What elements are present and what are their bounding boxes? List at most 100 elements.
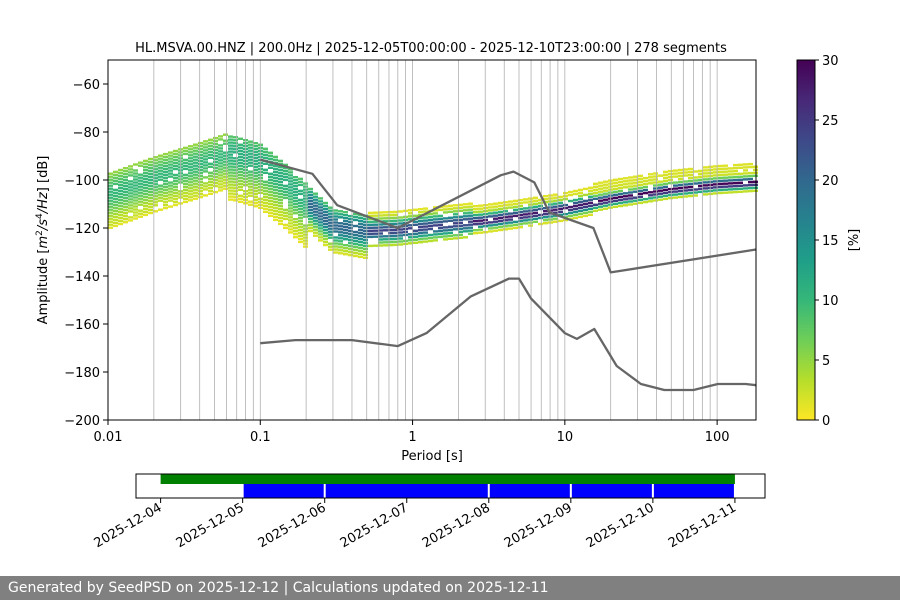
psd-density-cell <box>488 203 493 206</box>
psd-density-cell <box>158 172 163 175</box>
psd-density-cell <box>653 175 658 178</box>
psd-density-cell <box>578 200 583 204</box>
psd-density-cell <box>453 204 458 207</box>
psd-density-cell <box>463 236 468 239</box>
psd-density-cell <box>228 168 233 171</box>
psd-density-cell <box>263 171 268 174</box>
psd-density-cell <box>678 174 683 178</box>
psd-density-cell <box>348 226 353 230</box>
psd-density-cell <box>313 192 318 195</box>
psd-density-cell <box>113 179 118 183</box>
psd-density-cell <box>728 173 733 176</box>
psd-density-cell <box>148 205 153 209</box>
psd-density-cell <box>158 166 163 169</box>
psd-density-cell <box>293 209 298 212</box>
psd-density-cell <box>158 157 163 160</box>
psd-density-cell <box>693 170 698 173</box>
psd-density-cell <box>148 160 153 164</box>
psd-density-cell <box>333 224 338 227</box>
colorbar-gradient <box>797 60 815 420</box>
colorbar-tick-label: 5 <box>822 354 830 369</box>
psd-density-cell <box>153 195 158 198</box>
psd-density-cell <box>673 172 678 175</box>
psd-density-cell <box>158 154 163 157</box>
psd-density-cell <box>353 239 358 243</box>
psd-density-cell <box>223 151 228 154</box>
psd-density-cell <box>133 202 138 205</box>
psd-density-cell <box>283 172 288 176</box>
psd-density-cell <box>613 205 618 208</box>
psd-density-cell <box>678 180 683 184</box>
psd-density-cell <box>633 199 638 202</box>
psd-density-cell <box>513 205 518 209</box>
psd-density-cell <box>338 234 343 237</box>
psd-density-cell <box>518 205 523 208</box>
psd-density-cell <box>203 167 208 170</box>
high-noise-model-line <box>259 158 757 274</box>
psd-density-cell <box>508 215 513 218</box>
psd-density-cell <box>273 170 278 174</box>
psd-density-cell <box>203 149 208 152</box>
psd-density-cell <box>668 181 673 185</box>
psd-density-cell <box>408 227 413 230</box>
psd-density-cell <box>288 168 293 171</box>
psd-density-cell <box>133 199 138 202</box>
psd-density-cell <box>693 176 698 179</box>
psd-density-cell <box>218 171 223 174</box>
psd-density-cell <box>343 244 348 247</box>
psd-density-cell <box>563 191 568 195</box>
psd-density-cell <box>393 216 398 220</box>
psd-density-cell <box>333 209 338 212</box>
psd-density-cell <box>688 188 693 192</box>
psd-density-cell <box>618 186 623 190</box>
psd-density-cell <box>313 204 318 207</box>
psd-density-cell <box>633 184 638 187</box>
psd-density-cell <box>233 157 238 160</box>
psd-density-cell <box>733 187 738 191</box>
psd-density-cell <box>188 145 193 148</box>
psd-density-cell <box>443 220 448 223</box>
psd-density-cell <box>113 212 118 216</box>
psd-density-cell <box>213 148 218 152</box>
psd-density-cell <box>318 206 323 209</box>
psd-density-cell <box>393 222 398 226</box>
psd-density-cell <box>663 170 668 174</box>
psd-density-cell <box>388 216 393 220</box>
psd-density-cell <box>203 182 208 185</box>
y-tick-label: −60 <box>73 78 100 93</box>
psd-density-cell <box>138 176 143 179</box>
psd-density-cell <box>568 193 573 197</box>
psd-density-cell <box>488 230 493 233</box>
psd-density-cell <box>498 201 503 205</box>
psd-density-cell <box>358 249 363 253</box>
psd-density-cell <box>183 164 188 168</box>
psd-density-cell <box>208 180 213 183</box>
psd-density-cell <box>273 182 278 186</box>
psd-density-cell <box>363 241 368 244</box>
psd-density-cell <box>463 215 468 218</box>
psd-density-cell <box>378 223 383 226</box>
psd-density-cell <box>183 191 188 195</box>
psd-density-cell <box>643 179 648 183</box>
timeline-tick-label: 2025-12-04 <box>92 500 165 551</box>
psd-density-cell <box>118 168 123 172</box>
psd-density-cell <box>598 184 603 187</box>
psd-density-cell <box>648 194 653 197</box>
psd-density-cell <box>413 220 418 223</box>
psd-density-cell <box>228 153 233 156</box>
psd-density-cell <box>513 214 518 218</box>
psd-density-cell <box>253 163 258 166</box>
psd-density-cell <box>253 151 258 154</box>
psd-density-cell <box>748 186 753 190</box>
psd-density-cell <box>228 189 233 192</box>
psd-density-cell <box>223 163 228 166</box>
psd-density-cell <box>263 168 268 171</box>
psd-density-cell <box>218 159 223 162</box>
psd-density-cell <box>263 180 268 183</box>
psd-density-cell <box>143 177 148 181</box>
psd-density-cell <box>188 154 193 157</box>
psd-density-cell <box>153 159 158 162</box>
psd-density-cell <box>603 198 608 201</box>
psd-density-cell <box>188 169 193 172</box>
psd-density-cell <box>433 224 438 227</box>
